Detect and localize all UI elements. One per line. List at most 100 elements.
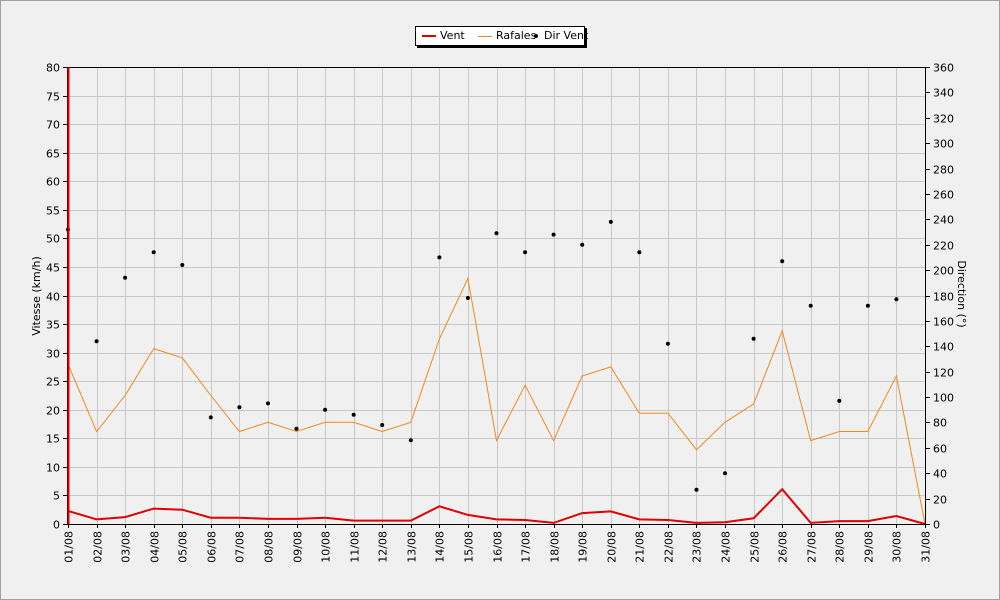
dir-point [808,303,813,308]
dir-point [665,341,670,346]
wind-series [67,487,926,525]
dir-point [151,250,156,255]
dir-point [408,438,413,443]
x-tick-label: 05/08 [177,531,190,563]
y2-tick-label: 80 [933,417,947,430]
x-tick-label: 03/08 [120,531,133,563]
dir-point [780,259,785,264]
legend-gust-label: Rafales [496,29,537,42]
x-tick-label: 15/08 [463,531,476,563]
y2-tick-label: 300 [933,138,954,151]
y2-tick-label: 20 [933,494,947,507]
x-tick-label: 12/08 [377,531,390,563]
grid [67,67,926,525]
dir-point [580,242,585,247]
dir-point [237,405,242,410]
x-tick-label: 28/08 [834,531,847,563]
y-tick-label: 65 [46,148,60,161]
dir-point [894,297,899,302]
x-tick-label: 08/08 [263,531,276,563]
y-tick-label: 55 [46,205,60,218]
plot-area [67,67,925,524]
legend-item-gust: Rafales [478,29,536,43]
y-axis-label: Vitesse (km/h) [30,256,43,336]
dir-point [123,275,128,280]
x-tick-label: 19/08 [577,531,590,563]
dir-point-swatch [534,34,538,38]
x-tick-label: 29/08 [863,531,876,563]
dir-point [523,250,528,255]
dir-point [208,415,213,420]
direction-series [66,219,899,492]
legend-wind-label: Vent [440,29,465,42]
y2-tick-label: 0 [933,519,940,532]
x-tick-label: 02/08 [92,531,105,563]
dir-point [180,263,185,267]
dir-point [437,255,442,260]
y-tick-label: 10 [46,462,60,475]
gust-line-swatch [478,35,492,37]
y2-tick-label: 320 [933,113,954,126]
y-tick-label: 30 [46,348,60,361]
dir-point [837,398,842,403]
x-tick-label: 20/08 [606,531,619,563]
axes: 0 5 10 15 20 25 30 35 40 45 50 55 60 65 70 75 80 0 20 40 60 8… [46,62,954,563]
y-tick-label: 15 [46,433,60,446]
gust-line [67,276,926,525]
x-tick-label: 16/08 [492,531,505,563]
legend-dir-label: Dir Vent [544,29,589,42]
y-tick-label: 60 [46,176,60,189]
dir-point [865,303,870,308]
x-tick-label: 31/08 [920,531,933,563]
dir-point [380,423,385,427]
y2-tick-label: 280 [933,164,954,177]
y2-tick-label: 40 [933,468,947,481]
x-tick-label: 14/08 [434,531,447,563]
y-tick-label: 80 [46,62,60,75]
dir-point [294,426,299,431]
dir-point [494,231,499,236]
y2-tick-label: 360 [933,62,954,75]
y-tick-label: 5 [53,490,60,503]
gust-series [67,276,926,525]
x-tick-label: 17/08 [520,531,533,563]
x-tick-label: 10/08 [320,531,333,563]
x-tick-label: 18/08 [549,531,562,563]
x-tick-label: 04/08 [149,531,162,563]
y2-tick-label: 140 [933,341,954,354]
dir-point [637,250,642,255]
legend-item-dir: Dir Vent [529,29,588,43]
x-tick-label: 07/08 [234,531,247,563]
y-tick-label: 20 [46,405,60,418]
x-tick-label: 11/08 [349,531,362,563]
y-tick-label: 25 [46,376,60,389]
x-tick-label: 06/08 [206,531,219,563]
y-tick-label: 70 [46,119,60,132]
y-tick-label: 45 [46,262,60,275]
dir-point [351,412,356,417]
x-tick-label: 22/08 [663,531,676,563]
x-tick-label: 24/08 [720,531,733,563]
y-tick-label: 40 [46,291,60,304]
y2-tick-label: 240 [933,214,954,227]
y-tick-label: 75 [46,91,60,104]
y2-axis-label: Direction (°) [955,260,968,327]
y-tick-label: 50 [46,233,60,246]
x-tick-label: 27/08 [806,531,819,563]
x-tick-label: 30/08 [891,531,904,563]
dir-point [723,471,727,476]
dir-point [751,336,756,341]
wind-line-swatch [422,35,436,37]
y-tick-label: 35 [46,319,60,332]
dir-point [551,232,556,237]
y2-tick-label: 120 [933,367,954,380]
dir-point [94,339,99,344]
x-tick-label: 21/08 [634,531,647,563]
y2-tick-label: 180 [933,291,954,304]
dir-point [694,487,699,492]
y2-tick-label: 220 [933,240,954,253]
y-tick-label: 0 [53,519,60,532]
x-tick-label: 09/08 [292,531,305,563]
y2-tick-label: 200 [933,265,954,278]
